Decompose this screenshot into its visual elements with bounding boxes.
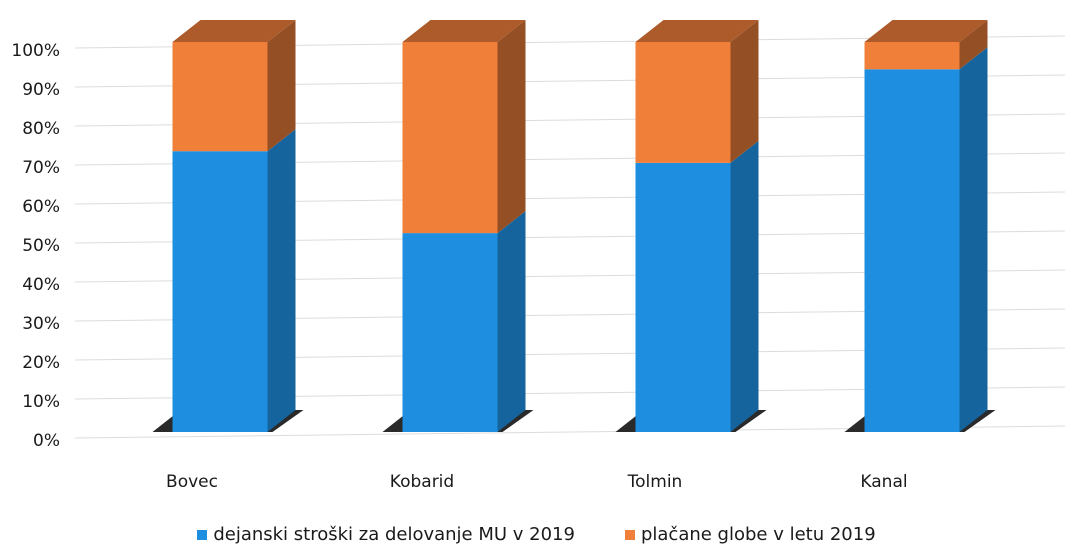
- bar-top-tolmin: [635, 20, 759, 42]
- category-label: Kobarid: [390, 472, 454, 492]
- y-tick-label: 20%: [22, 353, 60, 373]
- bars: [152, 20, 996, 433]
- bar-segment-tolmin-fines: [635, 42, 731, 163]
- y-tick-label: 40%: [22, 275, 60, 295]
- bar-side-kobarid-costs: [497, 211, 526, 432]
- legend-item-fines: plačane globe v letu 2019: [624, 524, 876, 545]
- stacked-bar-chart: 0% 10% 20% 30% 40% 50% 60% 70% 80% 90% 100% Bovec K…: [11, 20, 1066, 492]
- category-label: Tolmin: [627, 472, 683, 492]
- y-tick-label: 100%: [11, 41, 60, 61]
- bar-segment-kobarid-fines: [402, 42, 498, 234]
- y-tick-label: 10%: [22, 392, 60, 412]
- bar-group-kobarid: [382, 20, 534, 432]
- y-tick-label: 60%: [22, 197, 60, 217]
- legend-swatch-fines: [624, 529, 635, 540]
- bar-group-kanal: [844, 20, 996, 433]
- legend-label-costs: dejanski stroški za delovanje MU v 2019: [213, 524, 575, 545]
- bar-side-kanal-fines: [959, 20, 988, 70]
- bar-side-bovec-fines: [267, 20, 296, 152]
- bar-top-kobarid: [402, 20, 526, 42]
- y-tick-label: 30%: [22, 314, 60, 334]
- y-tick-label: 80%: [22, 119, 60, 139]
- category-label: Bovec: [166, 472, 218, 492]
- bar-side-bovec-costs: [267, 129, 296, 432]
- bar-segment-kobarid-costs: [402, 233, 498, 432]
- legend-swatch-costs: [197, 529, 208, 540]
- y-tick-label: 50%: [22, 236, 60, 256]
- bar-side-kobarid-fines: [497, 20, 526, 234]
- y-tick-label: 0%: [33, 431, 60, 451]
- bar-segment-bovec-fines: [172, 42, 268, 152]
- bar-segment-tolmin-costs: [635, 162, 731, 432]
- bar-side-kanal-costs: [959, 47, 988, 433]
- bar-group-tolmin: [615, 20, 767, 432]
- bar-segment-bovec-costs: [172, 151, 268, 432]
- bar-segment-kanal-fines: [864, 42, 960, 70]
- y-axis-ticks: 0% 10% 20% 30% 40% 50% 60% 70% 80% 90% 100%: [11, 41, 60, 451]
- bar-side-tolmin-fines: [730, 20, 759, 163]
- category-label: Kanal: [860, 472, 907, 492]
- legend-label-fines: plačane globe v letu 2019: [640, 524, 876, 545]
- legend-item-costs: dejanski stroški za delovanje MU v 2019: [197, 524, 575, 545]
- y-tick-label: 70%: [22, 158, 60, 178]
- category-labels: Bovec Kobarid Tolmin Kanal: [166, 472, 908, 492]
- y-tick-label: 90%: [22, 80, 60, 100]
- bar-top-bovec: [172, 20, 296, 42]
- bar-group-bovec: [152, 20, 304, 432]
- bar-segment-kanal-costs: [864, 69, 960, 433]
- bar-side-tolmin-costs: [730, 140, 759, 432]
- legend: dejanski stroški za delovanje MU v 2019 …: [0, 520, 1073, 549]
- bar-top-kanal: [864, 20, 988, 42]
